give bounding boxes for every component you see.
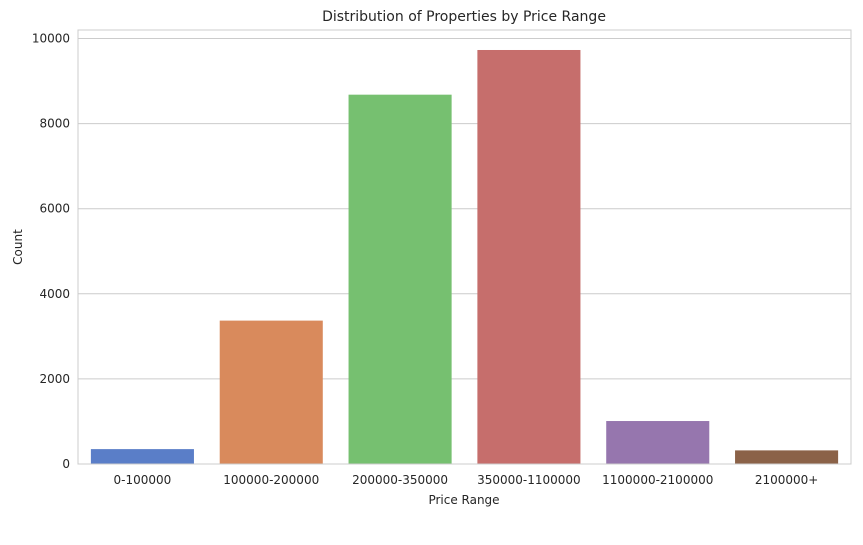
y-tick-label: 8000	[39, 117, 70, 131]
y-tick-label: 4000	[39, 287, 70, 301]
x-tick-label: 100000-200000	[223, 473, 319, 487]
bar-2100000+	[735, 450, 839, 464]
plot-frame	[77, 29, 852, 465]
x-axis-ticks: 0-100000 100000-200000 200000-350000 350000…	[114, 473, 819, 487]
bar-200000-350000	[348, 94, 452, 465]
x-tick-label: 2100000+	[755, 473, 819, 487]
chart-title: Distribution of Properties by Price Rang…	[322, 9, 606, 25]
x-tick-label: 0-100000	[114, 473, 172, 487]
y-tick-label: 2000	[39, 372, 70, 386]
x-tick-label: 200000-350000	[352, 473, 448, 487]
bars	[90, 49, 839, 465]
gridlines	[78, 38, 851, 465]
y-tick-label: 10000	[32, 32, 70, 46]
y-tick-label: 6000	[39, 202, 70, 216]
bar-1100000-2100000	[606, 421, 710, 464]
y-axis-ticks: 0 2000 4000 6000 8000 10000	[32, 32, 70, 471]
y-tick-label: 0	[62, 457, 70, 471]
bar-350000-1100000	[477, 49, 581, 464]
y-axis-label: Count	[11, 229, 25, 265]
x-tick-label: 350000-1100000	[477, 473, 581, 487]
x-tick-label: 1100000-2100000	[602, 473, 713, 487]
bar-0-100000	[90, 449, 194, 464]
x-axis-label: Price Range	[428, 493, 499, 507]
bar-100000-200000	[219, 320, 323, 464]
